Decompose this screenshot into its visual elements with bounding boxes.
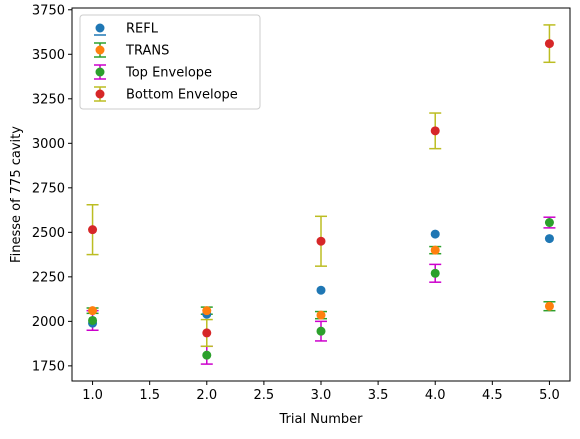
y-tick-label: 1750 <box>32 359 65 374</box>
legend-marker <box>95 89 105 99</box>
x-axis-ticks: 1.0 1.5 2.0 2.5 3.0 3.5 4.0 4.5 5.0 <box>82 381 560 403</box>
data-point <box>544 234 554 244</box>
x-tick-label: 2.5 <box>254 388 275 403</box>
data-point <box>430 229 440 239</box>
x-tick-label: 3.0 <box>311 388 332 403</box>
data-point <box>316 326 326 336</box>
legend-marker <box>95 23 105 33</box>
data-point <box>430 268 440 278</box>
x-tick-label: 4.5 <box>482 388 503 403</box>
data-point <box>88 225 98 235</box>
data-point <box>202 350 212 360</box>
x-tick-label: 1.0 <box>82 388 103 403</box>
x-tick-label: 4.0 <box>425 388 446 403</box>
data-point <box>88 315 98 325</box>
data-point <box>430 126 440 136</box>
legend-label: Top Envelope <box>125 66 212 81</box>
data-points <box>88 39 554 360</box>
data-point <box>544 39 554 49</box>
x-axis-label: Trial Number <box>279 412 364 427</box>
y-axis-ticks: 1750 2000 2250 2500 2750 3000 3250 3500 3750 <box>32 3 72 374</box>
y-tick-label: 2250 <box>32 270 65 285</box>
legend-box <box>79 14 261 110</box>
data-point <box>430 245 440 255</box>
y-tick-label: 3000 <box>32 137 65 152</box>
y-tick-label: 2000 <box>32 315 65 330</box>
data-point <box>202 306 212 316</box>
legend-label: TRANS <box>125 44 169 59</box>
y-tick-label: 2500 <box>32 226 65 241</box>
y-tick-label: 3250 <box>32 92 65 107</box>
x-tick-label: 1.5 <box>139 388 160 403</box>
legend-marker <box>95 45 105 55</box>
data-point <box>316 310 326 320</box>
legend-label: Bottom Envelope <box>126 88 238 103</box>
data-point <box>316 285 326 295</box>
legend-marker <box>95 67 105 77</box>
data-point <box>544 301 554 311</box>
data-point <box>88 306 98 316</box>
legend-label: REFL <box>126 22 159 37</box>
y-axis-label: Finesse of 775 cavity <box>9 126 24 263</box>
legend: REFL TRANS Top Envelope Bottom Envelope <box>79 14 261 110</box>
y-tick-label: 2750 <box>32 181 65 196</box>
y-tick-label: 3500 <box>32 48 65 63</box>
x-tick-label: 2.0 <box>196 388 217 403</box>
x-tick-label: 3.5 <box>368 388 389 403</box>
data-point <box>544 218 554 228</box>
data-point <box>202 328 212 338</box>
data-point <box>316 236 326 246</box>
x-tick-label: 5.0 <box>539 388 560 403</box>
y-tick-label: 3750 <box>32 3 65 18</box>
